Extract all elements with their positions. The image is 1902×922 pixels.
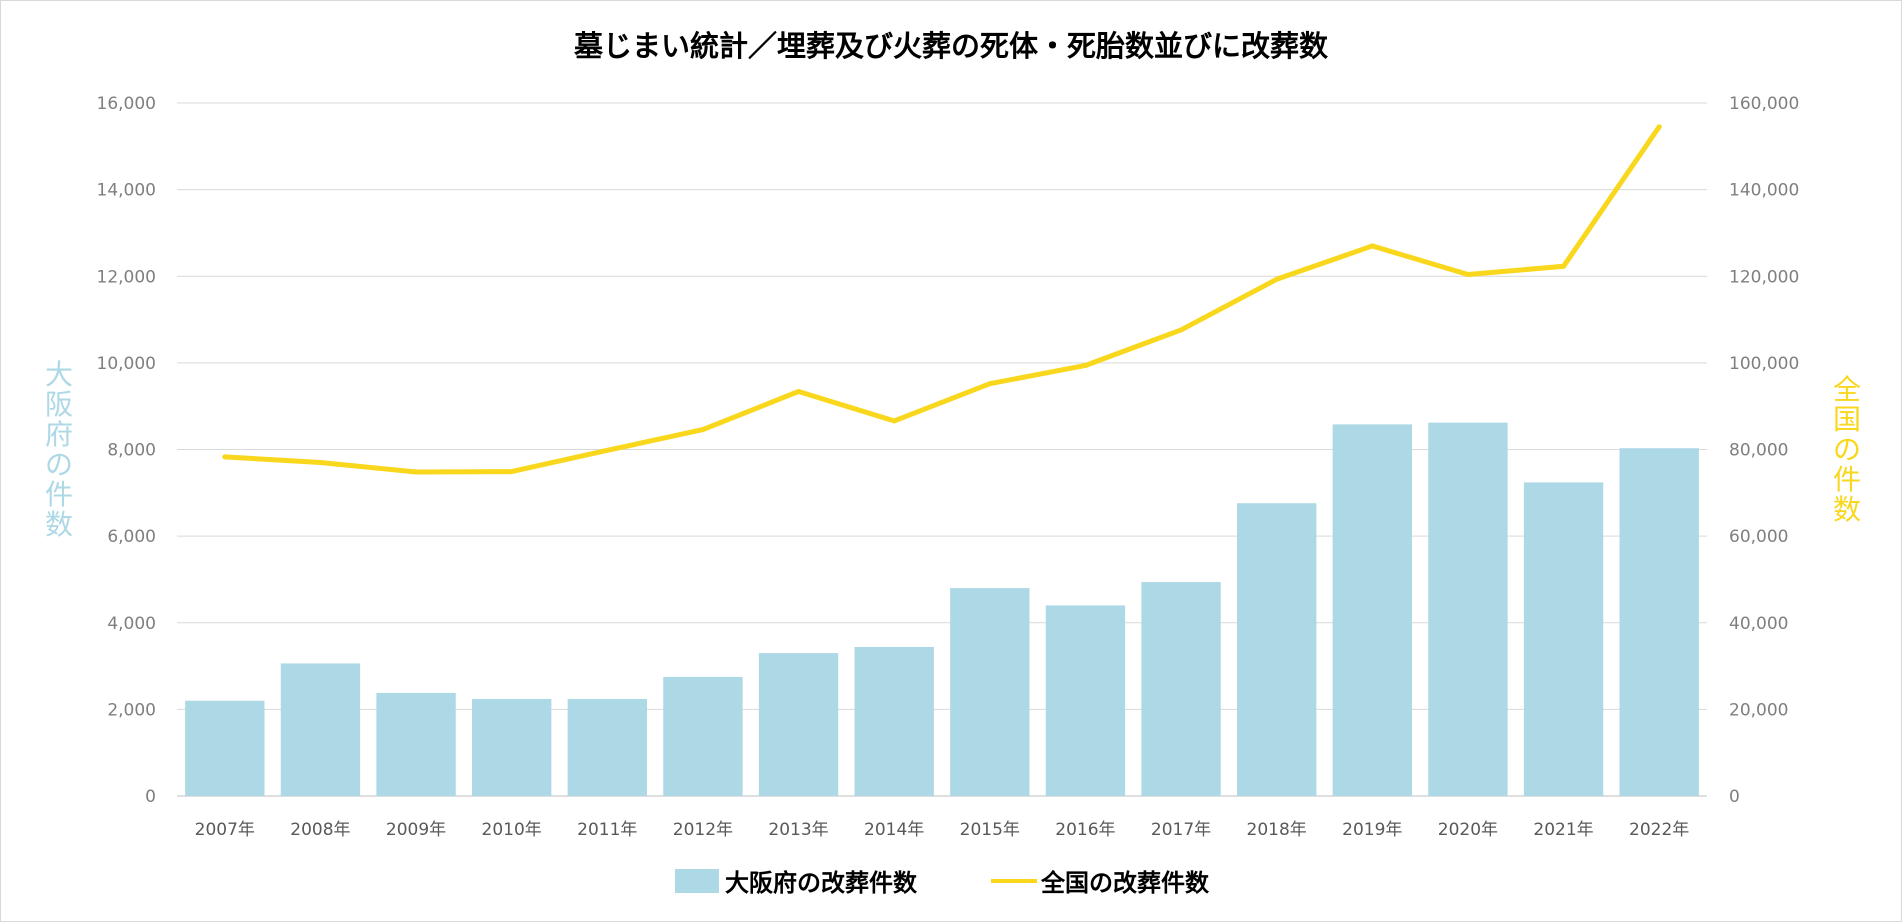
x-tick-label: 2021年 — [1533, 820, 1593, 840]
bar-2021年 — [1523, 482, 1604, 796]
line-point-2008年 — [317, 459, 323, 465]
left-axis-ticks: 0 2,000 4,000 6,000 8,000 10,000 12,000 14,000 1… — [97, 94, 156, 807]
x-tick-label: 2022年 — [1629, 820, 1689, 840]
left-tick-label: 10,000 — [97, 354, 156, 374]
line-point-2011年 — [604, 447, 610, 453]
right-tick-label: 120,000 — [1729, 267, 1799, 287]
x-tick-label: 2020年 — [1438, 820, 1498, 840]
bar-2010年 — [472, 698, 552, 796]
x-tick-label: 2008年 — [290, 820, 350, 840]
right-tick-label: 60,000 — [1729, 527, 1788, 547]
left-tick-label: 16,000 — [97, 94, 156, 114]
x-tick-label: 2007年 — [195, 820, 255, 840]
left-tick-label: 12,000 — [97, 267, 156, 287]
line-point-2015年 — [987, 381, 993, 387]
x-axis-ticks: 2007年 2008年 2009年 2010年 2011年 2012年 2013年 2014年… — [195, 820, 1690, 840]
line-point-2014年 — [891, 418, 897, 424]
x-tick-label: 2013年 — [768, 820, 828, 840]
right-tick-label: 0 — [1729, 787, 1740, 807]
left-tick-label: 4,000 — [107, 614, 156, 634]
x-tick-label: 2012年 — [673, 820, 733, 840]
bar-2008年 — [280, 663, 361, 796]
x-tick-label: 2009年 — [386, 820, 446, 840]
left-tick-label: 8,000 — [107, 441, 156, 461]
x-tick-label: 2011年 — [577, 820, 637, 840]
line-point-2022年 — [1656, 124, 1662, 130]
line-point-2018年 — [1274, 276, 1280, 282]
bar-2012年 — [663, 676, 743, 796]
x-tick-label: 2015年 — [960, 820, 1020, 840]
line-point-2016年 — [1082, 362, 1088, 368]
left-axis-title-text: 大阪府の件数 — [45, 358, 73, 541]
bar-2014年 — [854, 647, 934, 796]
right-tick-label: 140,000 — [1729, 181, 1799, 201]
right-tick-label: 160,000 — [1729, 94, 1799, 114]
line-point-2010年 — [509, 469, 515, 475]
legend-line-label: 全国の改葬件数 — [1040, 869, 1210, 897]
x-tick-label: 2014年 — [864, 820, 924, 840]
line-point-2019年 — [1369, 243, 1375, 249]
right-tick-label: 40,000 — [1729, 614, 1788, 634]
left-tick-label: 6,000 — [107, 527, 156, 547]
line-point-2017年 — [1178, 327, 1184, 333]
bar-2017年 — [1141, 582, 1221, 796]
right-axis-title: 全国の件数 — [1833, 373, 1861, 526]
bar-2011年 — [567, 698, 647, 796]
right-axis-ticks: 0 20,000 40,000 60,000 80,000 100,000 120,000 1… — [1729, 94, 1799, 807]
left-tick-label: 14,000 — [97, 181, 156, 201]
left-axis-title: 大阪府の件数 — [45, 358, 73, 541]
x-tick-label: 2016年 — [1055, 820, 1115, 840]
x-tick-label: 2010年 — [482, 820, 542, 840]
legend-bar-label: 大阪府の改葬件数 — [725, 869, 918, 897]
left-tick-label: 0 — [145, 787, 156, 807]
right-axis-title-text: 全国の件数 — [1833, 373, 1861, 526]
right-tick-label: 100,000 — [1729, 354, 1799, 374]
bar-2020年 — [1428, 422, 1508, 796]
x-tick-label: 2019年 — [1342, 820, 1402, 840]
bar-2015年 — [950, 588, 1030, 796]
national-line — [222, 124, 1662, 475]
line-point-2013年 — [796, 388, 802, 394]
bar-2007年 — [185, 700, 265, 796]
left-tick-label: 2,000 — [107, 700, 156, 720]
x-tick-label: 2018年 — [1247, 820, 1307, 840]
bar-series-osaka — [185, 422, 1699, 796]
bar-2016年 — [1045, 605, 1126, 796]
x-tick-label: 2017年 — [1151, 820, 1211, 840]
chart-title: 墓じまい統計／埋葬及び火葬の死体・死胎数並びに改葬数 — [573, 29, 1329, 63]
line-point-2009年 — [413, 469, 419, 475]
line-series-national — [222, 124, 1662, 475]
bar-2013年 — [758, 653, 839, 796]
line-point-2007年 — [222, 454, 228, 460]
bar-2009年 — [376, 692, 456, 796]
line-point-2021年 — [1561, 263, 1567, 269]
bar-2022年 — [1619, 448, 1699, 796]
legend: 大阪府の改葬件数 全国の改葬件数 — [675, 869, 1210, 897]
bar-2019年 — [1332, 424, 1412, 796]
right-tick-label: 20,000 — [1729, 700, 1788, 720]
bar-2018年 — [1237, 503, 1317, 796]
legend-bar-swatch — [675, 869, 719, 893]
line-point-2012年 — [700, 427, 706, 433]
right-tick-label: 80,000 — [1729, 441, 1788, 461]
line-point-2020年 — [1465, 272, 1471, 278]
